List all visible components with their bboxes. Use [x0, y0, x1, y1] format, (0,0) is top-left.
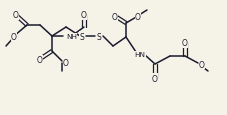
- Text: O: O: [152, 74, 158, 83]
- Text: O: O: [37, 56, 43, 65]
- Text: O: O: [63, 59, 69, 68]
- Text: NH: NH: [66, 34, 77, 40]
- Text: HN: HN: [135, 52, 146, 58]
- Text: O: O: [135, 12, 141, 21]
- Text: S: S: [80, 32, 84, 41]
- Text: O: O: [199, 60, 205, 69]
- Text: S: S: [97, 32, 101, 41]
- Text: O: O: [11, 32, 17, 41]
- Text: O: O: [182, 39, 188, 48]
- Text: O: O: [112, 12, 118, 21]
- Text: O: O: [13, 11, 19, 20]
- Text: O: O: [81, 11, 87, 20]
